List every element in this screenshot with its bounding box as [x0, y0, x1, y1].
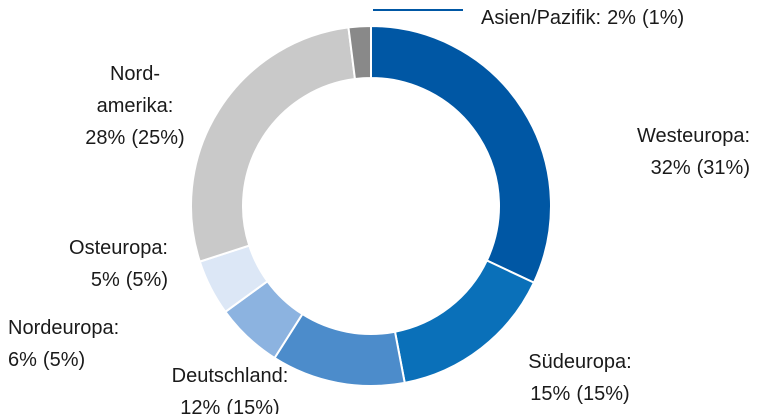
category-label: Asien/Pazifik: — [481, 7, 602, 29]
value-label: 2% — [607, 7, 636, 29]
previous-value-label: (15%) — [576, 383, 630, 405]
previous-value-label: (25%) — [131, 127, 185, 149]
value-row: 12% (15%) — [140, 392, 320, 414]
value-row: 6% (5%) — [8, 344, 168, 376]
value-row: 2% (1%) — [607, 7, 684, 29]
value-label: 28% — [85, 127, 126, 149]
value-label: 15% — [530, 383, 571, 405]
value-label: 12% — [180, 397, 221, 414]
category-label: Westeuropa: — [636, 125, 750, 147]
category-label: Deutschland: — [171, 365, 289, 387]
category-label: Südeuropa: — [528, 351, 632, 373]
previous-value-label: (31%) — [696, 157, 750, 179]
value-label: 6% — [8, 349, 37, 371]
previous-value-label: (5%) — [125, 269, 168, 291]
segment-label: Westeuropa: 32% (31%) — [560, 120, 750, 184]
value-label: 5% — [90, 269, 120, 291]
donut-segment — [347, 24, 372, 81]
category-label: Nordeuropa: — [8, 317, 120, 339]
value-row: 28% (25%) — [60, 122, 210, 154]
value-row: 32% (31%) — [560, 152, 750, 184]
segment-label: Südeuropa: 15% (15%) — [480, 346, 680, 410]
value-row: 15% (15%) — [480, 378, 680, 410]
previous-value-label: (5%) — [42, 349, 86, 371]
segment-label: Osteuropa: 5% (5%) — [8, 232, 168, 296]
value-label: 32% — [650, 157, 691, 179]
segment-label: Nordeuropa: 6% (5%) — [8, 312, 168, 376]
donut-segment — [370, 24, 552, 284]
category-label: Nord- amerika: — [96, 63, 174, 117]
category-label: Osteuropa: — [69, 237, 168, 259]
segment-label: Nord- amerika: 28% (25%) — [60, 58, 210, 154]
value-row: 5% (5%) — [8, 264, 168, 296]
segment-label: Deutschland: 12% (15%) — [140, 360, 320, 414]
segment-label: Asien/Pazifik: 2% (1%) — [481, 2, 751, 34]
donut-segment — [190, 26, 357, 263]
previous-value-label: (1%) — [641, 7, 685, 29]
previous-value-label: (15%) — [226, 397, 280, 414]
